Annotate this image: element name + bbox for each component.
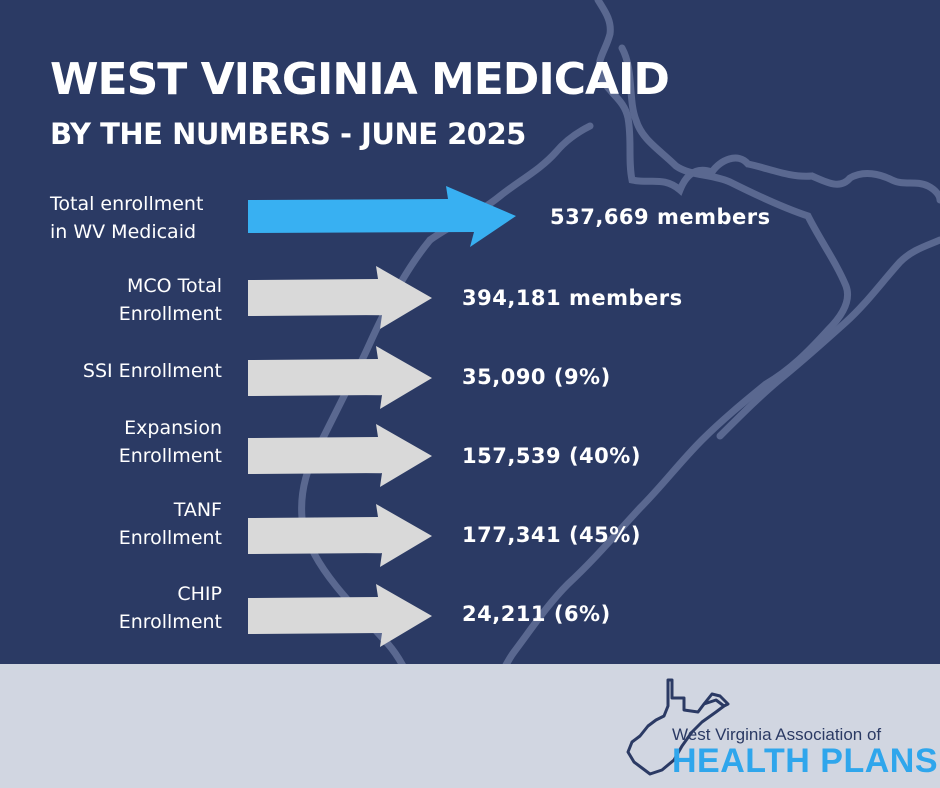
row-label-line1: TANF (173, 499, 222, 521)
footer-band (0, 664, 940, 788)
row-value-total-enrollment: 537,669 members (550, 205, 771, 229)
row-label-line1: CHIP (177, 583, 222, 605)
row-label-line1: SSI Enrollment (82, 360, 222, 382)
row-label-line1: Expansion (124, 417, 222, 439)
row-label-expansion: Expansion Enrollment (119, 414, 222, 470)
row-label-ssi: SSI Enrollment (83, 357, 222, 385)
arrow-icon (248, 424, 432, 487)
row-value-mco-total: 394,181 members (462, 286, 683, 310)
arrow-icon (248, 266, 432, 329)
row-label-line2: Enrollment (118, 445, 222, 467)
row-value-ssi: 35,090 (9%) (462, 365, 611, 389)
arrow-icon (248, 504, 432, 567)
row-value-expansion: 157,539 (40%) (462, 444, 641, 468)
logo-text-line1: West Virginia Association of (672, 725, 882, 744)
arrow-icon (248, 584, 432, 647)
arrow-highlight-icon (248, 186, 516, 247)
row-label-line2: Enrollment (118, 611, 222, 633)
row-value-chip: 24,211 (6%) (462, 602, 611, 626)
logo-text-line2: HEALTH PLANS (672, 742, 939, 780)
row-label-tanf: TANF Enrollment (119, 496, 222, 552)
page-subtitle: BY THE NUMBERS - JUNE 2025 (50, 117, 526, 151)
row-label-line1: MCO Total (126, 275, 222, 297)
row-label-line2: Enrollment (118, 303, 222, 325)
row-label-mco-total: MCO Total Enrollment (119, 272, 222, 328)
row-label-line1: Total enrollment (50, 193, 204, 215)
row-label-line2: Enrollment (118, 527, 222, 549)
west-virginia-state-outline-icon (626, 678, 730, 776)
arrow-icon (248, 346, 432, 409)
page-title: WEST VIRGINIA MEDICAID (50, 54, 670, 105)
row-value-tanf: 177,341 (45%) (462, 523, 641, 547)
row-label-total-enrollment: Total enrollment in WV Medicaid (50, 190, 203, 246)
row-label-chip: CHIP Enrollment (119, 580, 222, 636)
row-label-line2: in WV Medicaid (50, 221, 197, 243)
